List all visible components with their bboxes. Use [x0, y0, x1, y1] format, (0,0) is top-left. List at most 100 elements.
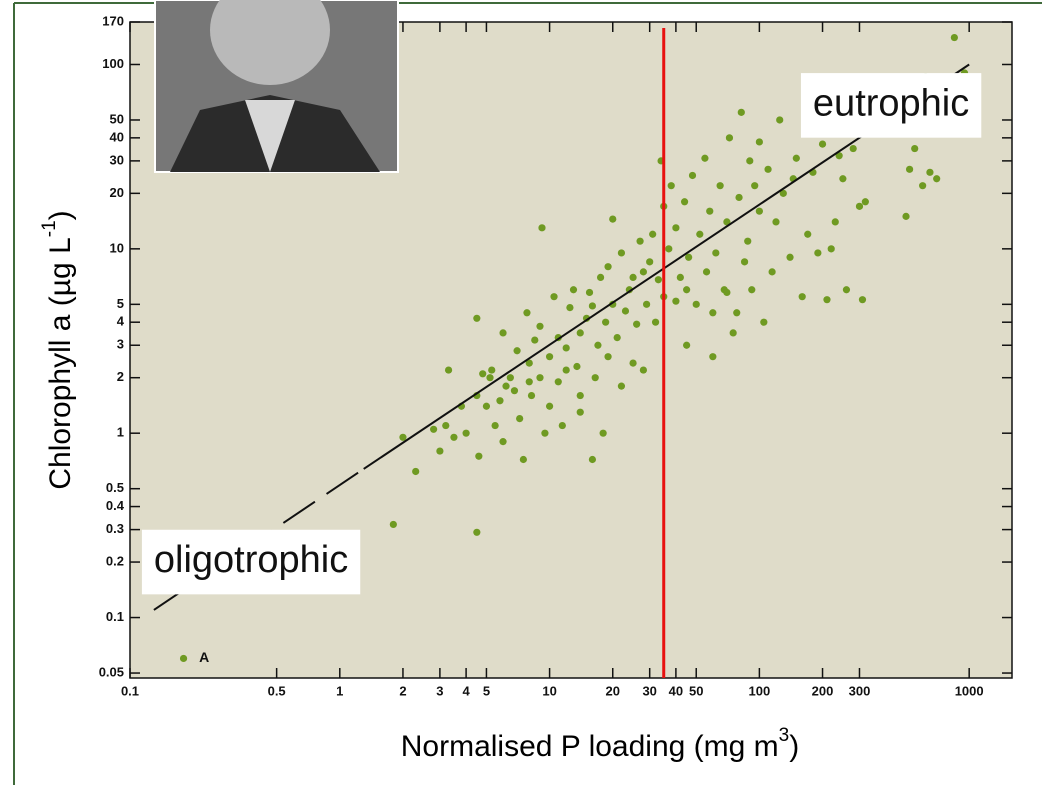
y-tick-label: 0.2 [106, 553, 124, 568]
y-tick-label: 10 [110, 240, 124, 255]
data-point [779, 189, 787, 197]
data-point [499, 438, 507, 446]
x-tick-label: 5 [483, 683, 490, 698]
data-point [588, 302, 597, 310]
data-point [527, 391, 536, 400]
x-tick-label: 30 [642, 683, 656, 698]
data-point [545, 353, 554, 361]
data-point [688, 171, 697, 180]
x-tick-label: 10 [542, 683, 556, 698]
data-point [667, 182, 675, 190]
data-point [696, 230, 704, 238]
data-point [950, 33, 958, 42]
data-point [523, 309, 531, 317]
data-point [475, 452, 483, 460]
data-point [902, 212, 910, 220]
data-point [760, 318, 768, 326]
data-point [735, 193, 743, 202]
data-point [629, 273, 637, 281]
data-point [516, 414, 524, 423]
y-tick-label: 0.1 [106, 609, 124, 624]
y-tick-label: 40 [110, 129, 124, 144]
data-point [491, 421, 499, 430]
data-point [639, 366, 647, 374]
data-point [744, 237, 752, 245]
data-point [729, 329, 737, 337]
data-point [513, 347, 521, 355]
y-tick-label: 100 [102, 56, 124, 71]
x-tick-label: 4 [462, 683, 470, 698]
data-point [585, 288, 594, 297]
data-point [594, 341, 602, 349]
annotation: A [199, 649, 209, 665]
data-point [639, 268, 647, 276]
x-axis-title-end: ) [789, 730, 799, 763]
data-point [412, 467, 420, 476]
y-axis-title-text: Chlorophyll a (µg L [44, 237, 77, 489]
data-point [723, 218, 731, 226]
data-point [550, 293, 558, 301]
data-point [473, 528, 481, 536]
data-point [905, 165, 914, 173]
data-point [573, 362, 581, 371]
data-point [665, 245, 673, 253]
data-point [654, 276, 662, 284]
portrait-face [210, 0, 330, 85]
data-point [602, 318, 610, 326]
data-point [636, 237, 644, 245]
annotation: oligotrophic [154, 539, 348, 581]
data-point [442, 421, 450, 430]
data-point [613, 334, 621, 342]
data-point [536, 374, 544, 382]
x-tick-label: 50 [689, 683, 703, 698]
data-point [519, 455, 527, 464]
data-point [450, 433, 458, 441]
data-point [740, 258, 749, 266]
data-point [633, 320, 641, 328]
data-point [649, 230, 657, 238]
x-tick-label: 300 [849, 683, 871, 698]
data-point [629, 359, 637, 367]
data-point [596, 273, 605, 281]
data-point [389, 520, 397, 529]
data-point [576, 391, 584, 400]
data-point [676, 273, 684, 281]
data-point [486, 374, 494, 382]
annotation: eutrophic [813, 82, 969, 124]
data-point [531, 336, 539, 344]
data-point [541, 429, 549, 437]
x-tick-label: 200 [812, 683, 834, 698]
data-point [831, 218, 839, 226]
data-point [709, 353, 717, 361]
data-point [617, 382, 626, 390]
data-point [855, 202, 864, 210]
data-point [768, 268, 776, 276]
data-point [733, 309, 741, 317]
data-point [496, 397, 504, 405]
data-point [772, 218, 780, 226]
data-point [651, 318, 660, 326]
data-point [672, 224, 680, 232]
data-point [737, 108, 745, 116]
y-tick-label: 0.05 [99, 664, 124, 679]
y-tick-label: 3 [117, 337, 124, 352]
x-tick-label: 40 [669, 683, 683, 698]
data-point [712, 249, 720, 257]
data-point [646, 258, 654, 266]
y-axis-title-sup: -1 [39, 220, 60, 237]
x-tick-label: 1 [336, 683, 343, 698]
data-point [558, 421, 566, 430]
data-point [499, 329, 507, 337]
y-tick-label: 0.3 [106, 521, 124, 536]
data-point [706, 207, 714, 215]
data-point [576, 329, 584, 337]
x-axis-title-text: Normalised P loading (mg m [401, 730, 779, 763]
x-axis-title: Normalised P loading (mg m3) [401, 725, 800, 763]
data-point [685, 253, 693, 261]
data-point [716, 182, 724, 190]
y-tick-label: 4 [117, 314, 125, 329]
data-point [748, 286, 756, 294]
data-point [818, 140, 827, 148]
data-point [642, 300, 651, 308]
